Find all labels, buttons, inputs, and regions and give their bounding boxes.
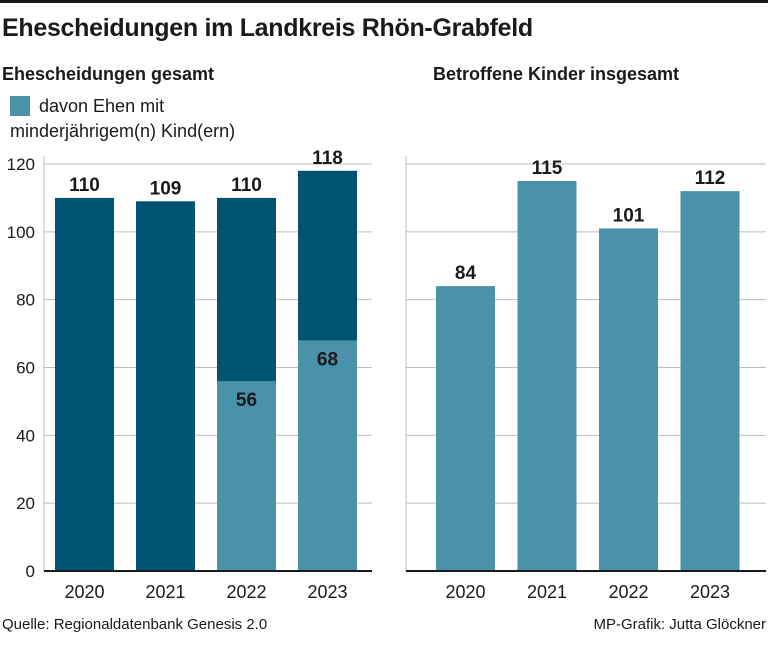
top-rule bbox=[0, 0, 768, 3]
legend: davon Ehen mit minderjährigem(n) Kind(er… bbox=[10, 94, 235, 144]
x-tick-label: 2023 bbox=[307, 582, 347, 602]
data-label: 101 bbox=[613, 205, 645, 226]
page-title: Ehescheidungen im Landkreis Rhön-Grabfel… bbox=[2, 14, 533, 42]
bar bbox=[436, 286, 495, 571]
data-label: 110 bbox=[231, 175, 262, 196]
data-label: 68 bbox=[317, 349, 338, 370]
y-tick-label: 80 bbox=[16, 291, 35, 310]
data-label: 110 bbox=[69, 175, 100, 196]
bar bbox=[136, 201, 195, 571]
x-tick-label: 2022 bbox=[226, 582, 266, 602]
legend-label-line2: minderjährigem(n) Kind(ern) bbox=[10, 121, 236, 141]
x-tick-label: 2020 bbox=[445, 582, 485, 602]
data-label: 56 bbox=[236, 390, 257, 411]
bar bbox=[217, 381, 276, 571]
x-tick-label: 2021 bbox=[145, 582, 185, 602]
legend-swatch bbox=[10, 96, 30, 116]
x-tick-label: 2021 bbox=[527, 582, 567, 602]
y-tick-label: 40 bbox=[16, 426, 35, 445]
source-note: Quelle: Regionaldatenbank Genesis 2.0 bbox=[2, 616, 268, 633]
data-label: 84 bbox=[455, 263, 477, 284]
x-tick-label: 2022 bbox=[608, 582, 648, 602]
bar bbox=[517, 180, 577, 572]
data-label: 118 bbox=[312, 148, 343, 169]
y-tick-label: 20 bbox=[16, 494, 35, 513]
data-label: 115 bbox=[532, 158, 563, 179]
y-tick-label: 0 bbox=[26, 562, 35, 581]
legend-text: davon Ehen mit minderjährigem(n) Kind(er… bbox=[10, 94, 235, 144]
data-label: 112 bbox=[695, 168, 726, 189]
bar bbox=[298, 340, 357, 571]
bar bbox=[55, 197, 114, 571]
y-tick-label: 60 bbox=[16, 359, 35, 378]
bar bbox=[599, 228, 658, 572]
bar bbox=[680, 191, 740, 571]
chart-title-right: Betroffene Kinder insgesamt bbox=[433, 64, 680, 84]
x-tick-label: 2023 bbox=[690, 582, 730, 602]
chart-title-left: Ehescheidungen gesamt bbox=[2, 64, 215, 84]
credit-note: MP-Grafik: Jutta Glöckner bbox=[593, 616, 766, 633]
y-tick-label: 100 bbox=[7, 223, 35, 242]
x-tick-label: 2020 bbox=[64, 582, 104, 602]
y-tick-label: 120 bbox=[7, 155, 35, 174]
legend-label-line1: davon Ehen mit bbox=[39, 96, 165, 116]
data-label: 109 bbox=[150, 178, 182, 199]
